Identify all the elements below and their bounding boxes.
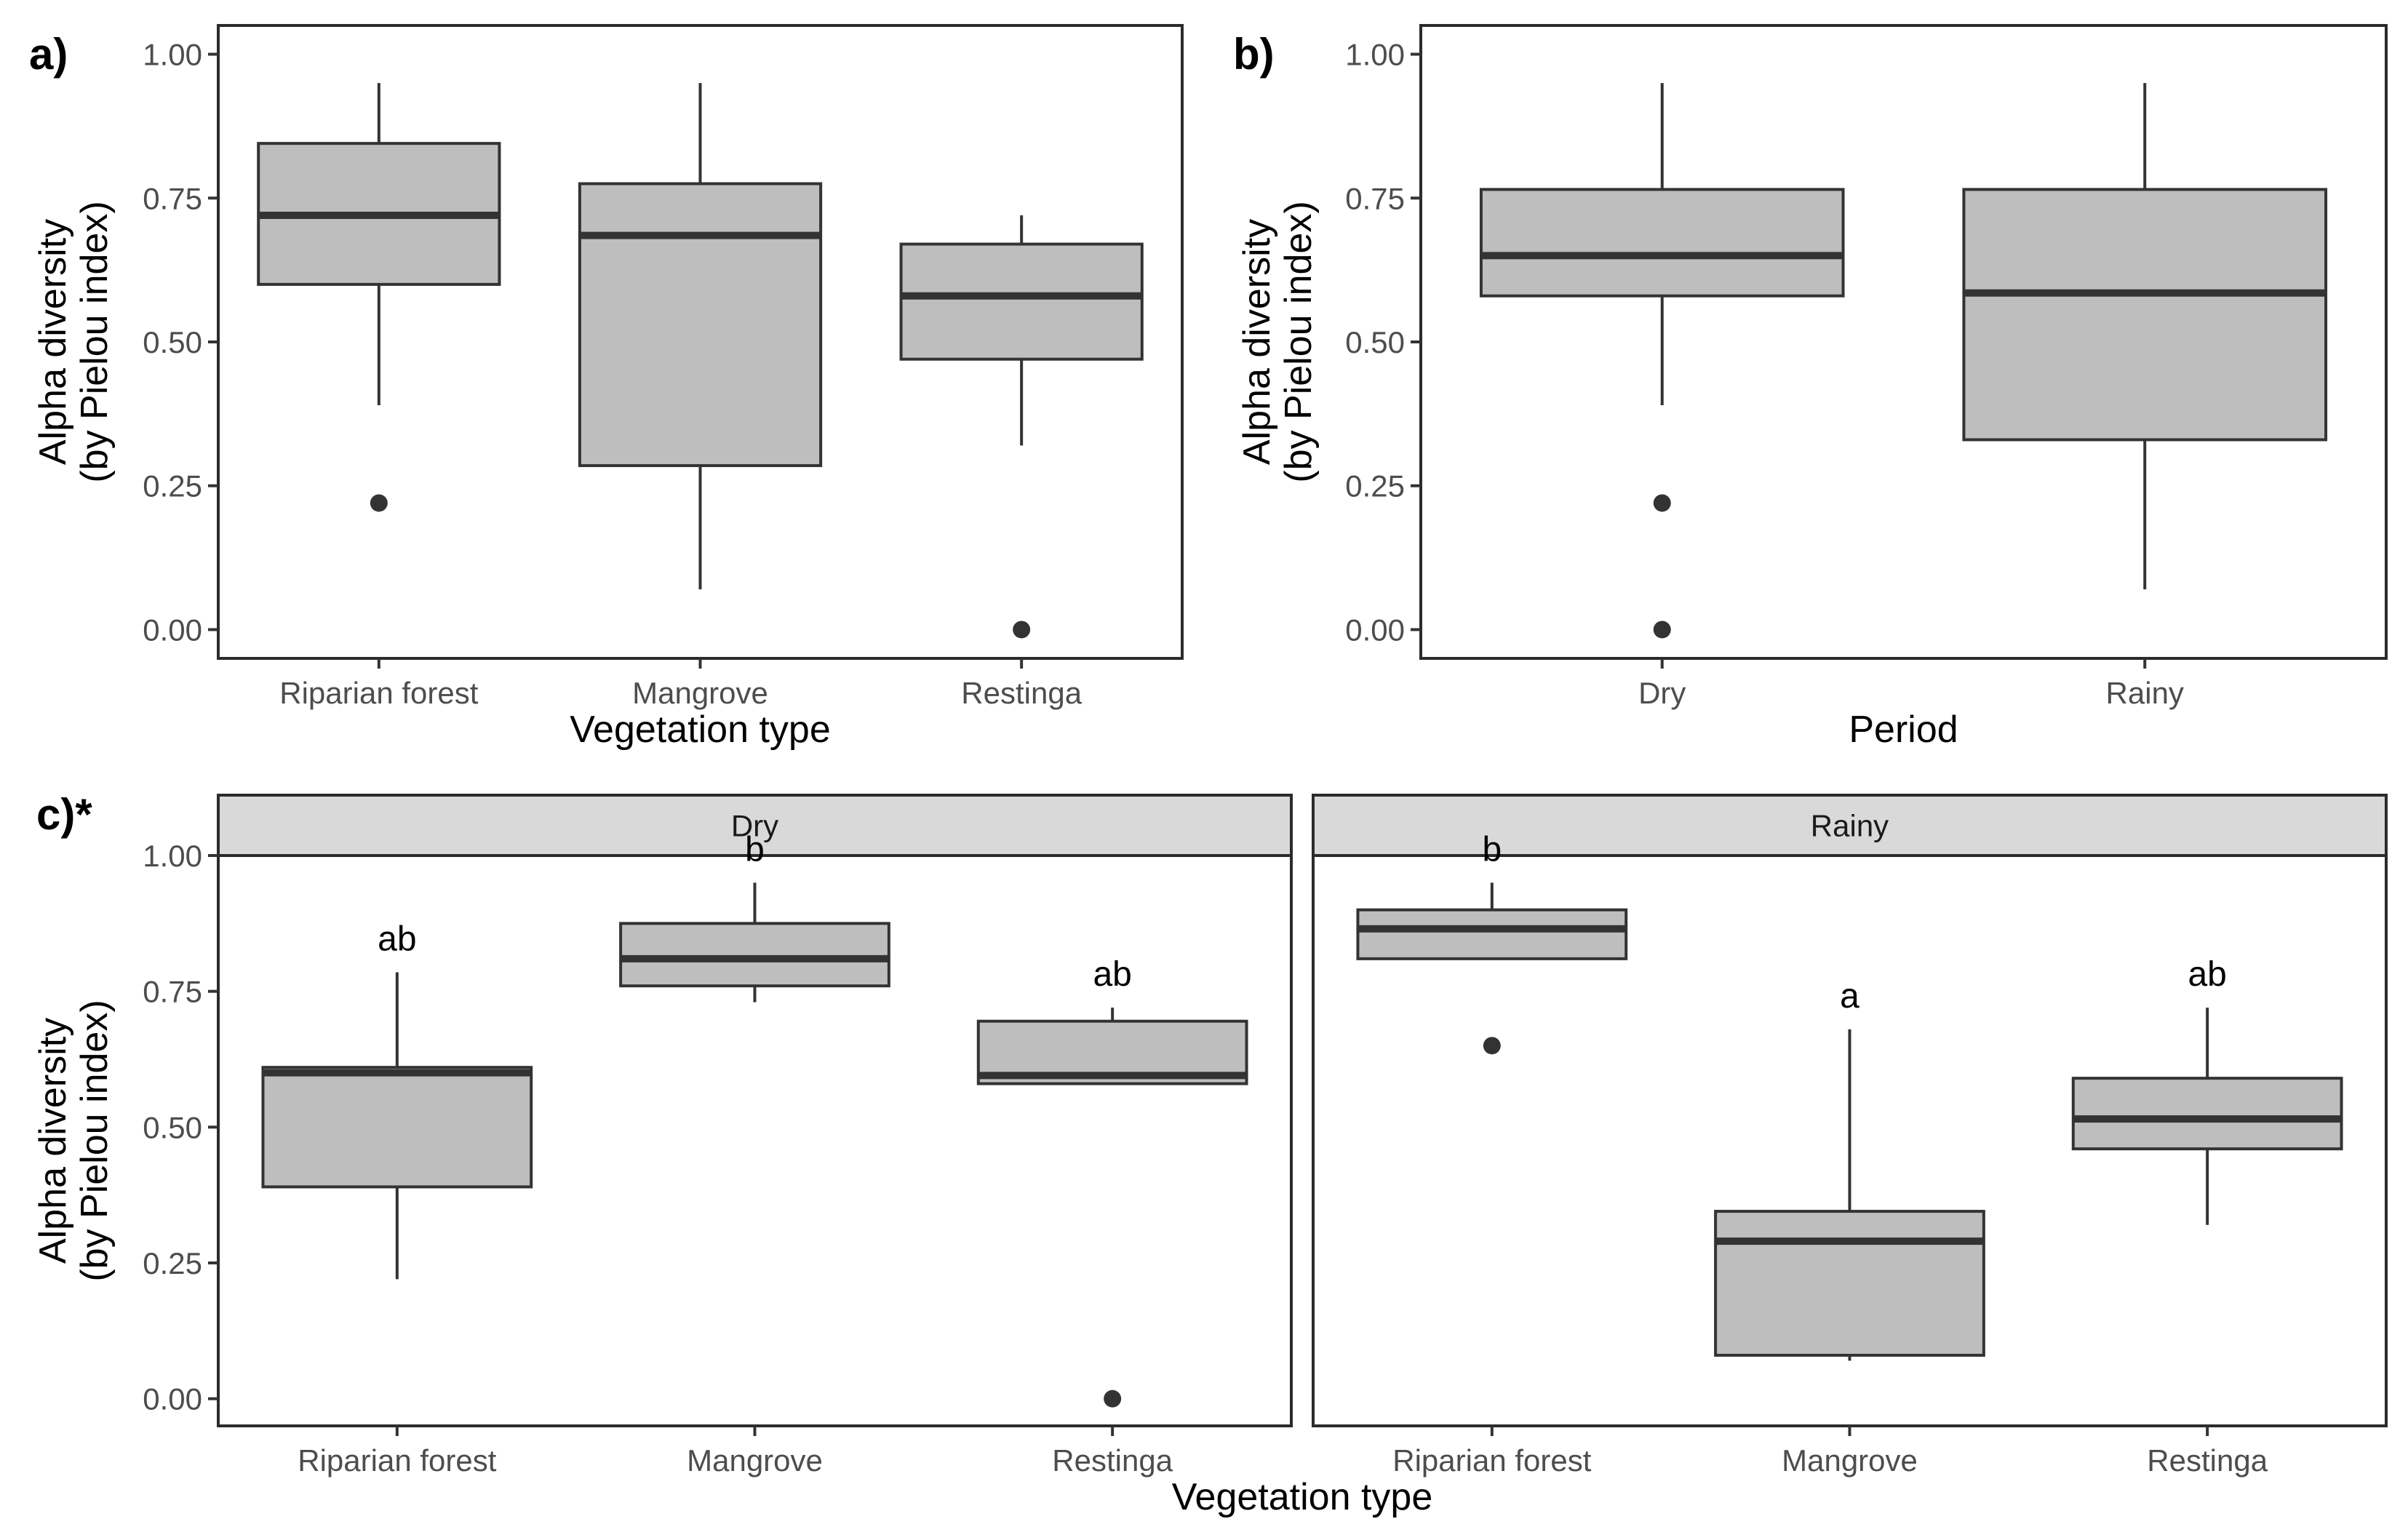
panel-a-ytick-label-4: 1.00 [143,38,202,72]
panel-a-outlier-3-1 [1013,621,1031,639]
panel-c-dry-facet: Dry 0.00 0.25 0.50 0.75 1.00 ab Riparian forest… [143,794,1293,1478]
panel-a-xlabel: Vegetation type [570,709,831,751]
panel-c-rainy-xtick-label-2: Mangrove [1782,1443,1918,1478]
panel-a-ytick-label-2: 0.50 [143,325,202,359]
panel-a-ytick-label-3: 0.75 [143,181,202,215]
panel-c-dry-ytick-label-3: 0.75 [143,975,202,1009]
panel-a-box-2 [578,83,823,590]
panel-c-rainy-outlier-1-1 [1483,1037,1501,1055]
panel-c-xlabel: Vegetation type [1172,1476,1433,1518]
panel-b-outlier-1-1 [1653,494,1671,512]
panel-c-rainy-strip [1312,794,2388,857]
panel-c-rainy-facet: Rainy b Riparian forest a Mangrove ab Restinga [1312,794,2388,1478]
panel-c-dry-sig-label-2: b [745,830,765,869]
panel-c-dry-ytick-label-1: 0.25 [143,1246,202,1280]
panel-b-ytick-label-3: 0.75 [1345,181,1405,215]
panel-c-dry-sig-label-1: ab [378,920,416,959]
panel-a-ytick-label-1: 0.25 [143,469,202,503]
panel-c-dry-ytick-label-4: 1.00 [143,839,202,873]
panel-c-rainy-sig-label-2: a [1840,977,1859,1016]
panel-c-rainy-sig-label-1: b [1482,830,1502,869]
panel-c-rainy-box-2: a [1714,977,1985,1361]
panel-c-dry-strip [217,794,1293,857]
panel-c-rainy-iqr-box-1 [1356,908,1628,960]
panel-c-dry-box-2: b [619,830,890,1002]
panel-a-ytick-label-0: 0.00 [143,613,202,647]
panel-b-ytick-label-0: 0.00 [1345,613,1405,647]
panel-a-iqr-box-2 [578,182,823,468]
panel-b-xtick-label-2: Rainy [2106,676,2184,710]
panel-c-rainy-xtick-label-3: Restinga [2147,1443,2268,1478]
panel-b-xlabel: Period [1849,709,1958,751]
panel-b-ytick-label-1: 0.25 [1345,469,1405,503]
panel-c-dry-iqr-box-1 [261,1066,533,1189]
panel-a-outlier-1-1 [370,494,388,512]
panel-c-rainy-strip-label: Rainy [1811,809,1889,843]
panel-b-ytick-label-4: 1.00 [1345,38,1405,72]
panel-b-xtick-label-1: Dry [1638,676,1686,710]
panel-c-rainy-box-1: b [1356,830,1628,1055]
panel-c-dry-iqr-box-2 [619,922,890,988]
panel-c-ylabel-line2: (by Pielou index) [73,1000,116,1281]
panel-c-dry-xtick-label-2: Mangrove [687,1443,823,1478]
panel-b-ytick-label-2: 0.50 [1345,325,1405,359]
panel-c-panel-label: c)* [36,790,92,839]
panel-b-panel-label: b) [1233,30,1275,79]
panel-b-box-1 [1479,83,1845,639]
panel-c-dry-ytick-label-2: 0.50 [143,1110,202,1144]
panel-c-dry-xtick-label-1: Riparian forest [298,1443,496,1478]
panel-b-iqr-box-2 [1962,188,2328,442]
panel-b-outlier-1-2 [1653,621,1671,639]
panel-c-dry-ytick-label-0: 0.00 [143,1382,202,1416]
panel-a-panel-label: a) [29,30,68,79]
panel-c-dry-box-1: ab [261,920,533,1280]
panel-a-xtick-label-1: Riparian forest [279,676,478,710]
panel-c-dry-box-3: ab [976,955,1248,1408]
panel-c-rainy-iqr-box-3 [2071,1077,2343,1151]
panel-c-dry-xtick-label-3: Restinga [1052,1443,1173,1478]
panel-c-rainy-sig-label-3: ab [2188,955,2226,994]
panel-a-ylabel-line2: (by Pielou index) [73,201,116,482]
panel-c-ylabel-line1: Alpha diversity [32,1018,74,1264]
panel-a-box-1 [257,83,501,512]
panel-c-dry-strip-label: Dry [731,809,778,843]
panel-b: 0.00 0.25 0.50 0.75 1.00 Dry Rainy Period Alpha … [1233,24,2388,751]
panel-a: 0.00 0.25 0.50 0.75 1.00 Riparian forest Mangr… [29,24,1184,751]
panel-a-xtick-label-3: Restinga [961,676,1082,710]
panel-b-box-2 [1962,83,2328,590]
panel-b-ylabel-line1: Alpha diversity [1236,219,1278,465]
panel-a-iqr-box-3 [899,242,1144,361]
panel-a-box-3 [899,215,1144,639]
panel-a-xtick-label-2: Mangrove [632,676,768,710]
panel-b-ylabel-line2: (by Pielou index) [1277,201,1320,482]
panel-c-rainy-iqr-box-2 [1714,1210,1985,1357]
panel-b-iqr-box-1 [1479,188,1845,298]
panel-a-ylabel-line1: Alpha diversity [32,219,74,465]
panel-c-dry-sig-label-3: ab [1093,955,1131,994]
panel-c-rainy-xtick-label-1: Riparian forest [1392,1443,1591,1478]
panel-c-dry-outlier-3-1 [1104,1390,1122,1408]
panel-c-rainy-box-3: ab [2071,955,2343,1225]
